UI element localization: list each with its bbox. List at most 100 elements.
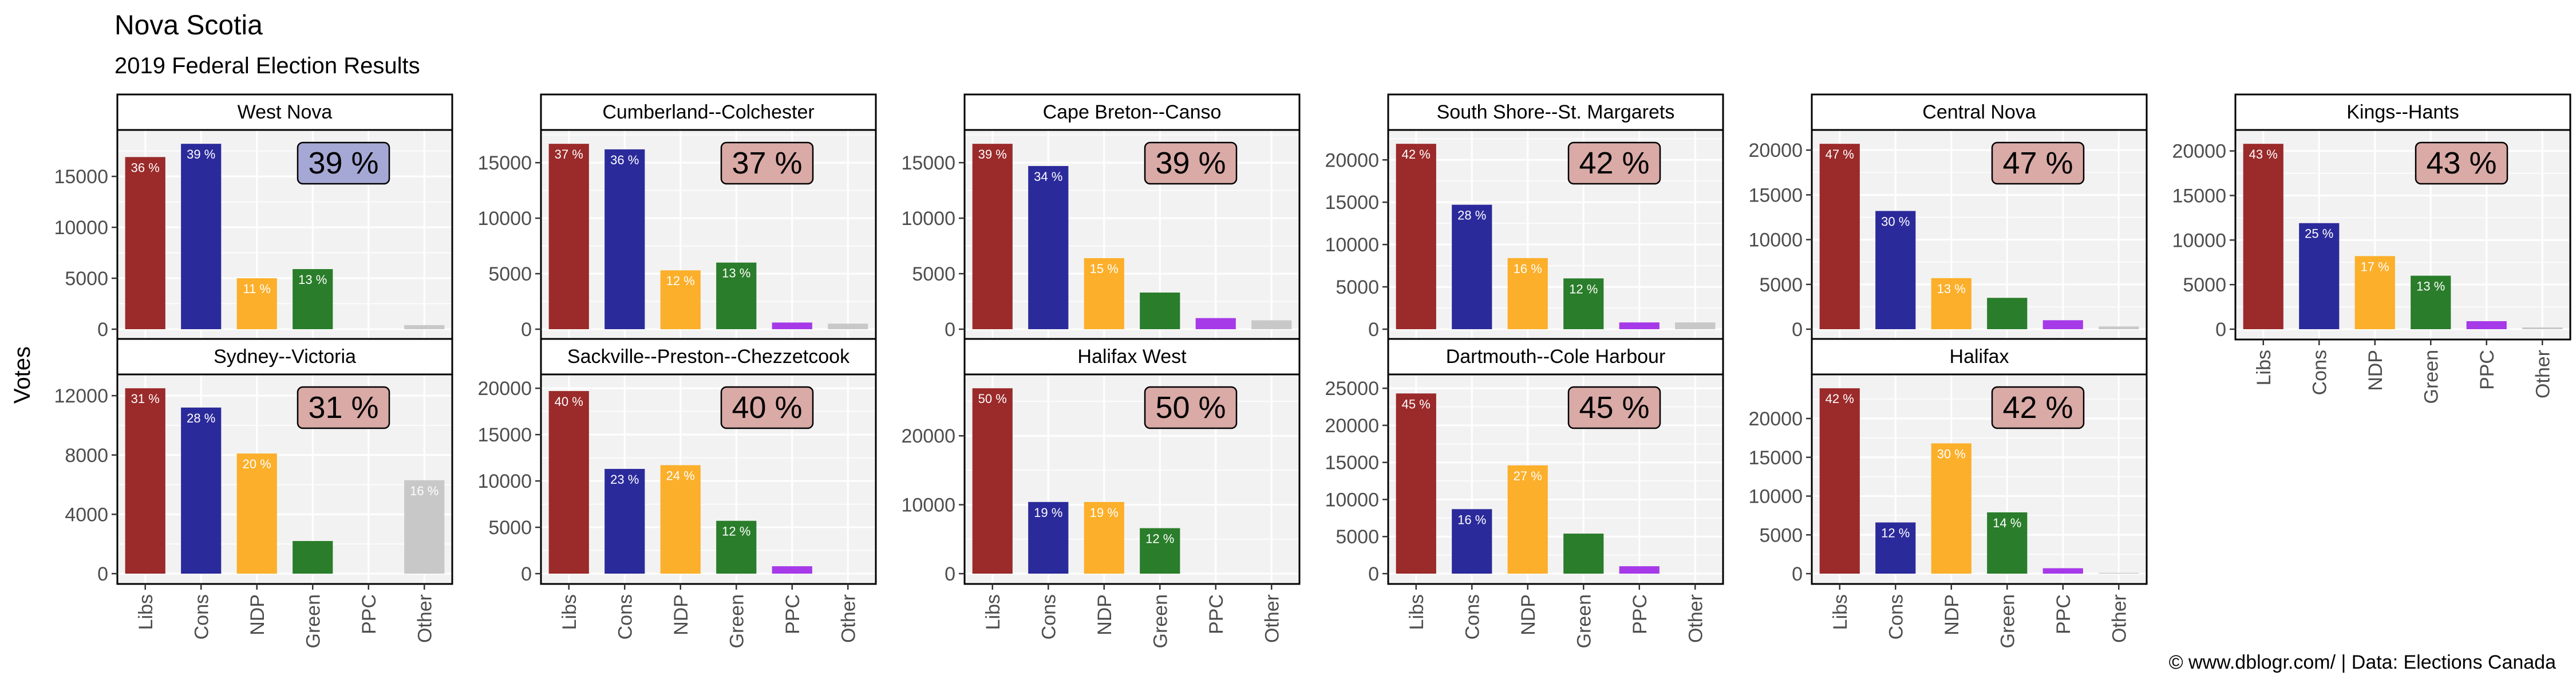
y-tick-label: 5000: [65, 268, 108, 290]
x-tick-label: PPC: [1629, 594, 1651, 634]
bar-data-label: 36 %: [610, 153, 639, 167]
chart-caption: © www.dblogr.com/ | Data: Elections Cana…: [2169, 652, 2557, 673]
x-tick-label: NDP: [1094, 594, 1116, 635]
y-tick-label: 0: [97, 563, 108, 585]
y-tick-label: 5000: [488, 263, 532, 285]
panel-background: [965, 374, 1299, 584]
bar-data-label: 30 %: [1881, 215, 1910, 229]
bar-cons: [1452, 204, 1492, 329]
bar-data-label: 50 %: [978, 392, 1007, 406]
y-tick-label: 15000: [1748, 447, 1803, 469]
panel-border: [1811, 373, 2148, 585]
bar-ppc: [1619, 566, 1660, 574]
facet-strip: [1387, 338, 1724, 376]
bar-ndp: [1931, 443, 1971, 574]
x-tick-label: PPC: [358, 594, 380, 634]
facet-panel: West Nova 36 % 39 % 11 % 13 % 39 % 0 5000 10000 1…: [54, 93, 453, 341]
bar-data-label: 45 %: [1402, 397, 1431, 411]
winner-pct-badge: [720, 386, 814, 429]
panel-border: [963, 373, 1301, 585]
x-tick-label: NDP: [2365, 350, 2387, 391]
bar-data-label: 28 %: [187, 411, 215, 425]
bar-ppc: [1195, 318, 1236, 329]
x-tick-label: NDP: [247, 594, 268, 635]
bar-cons: [1875, 211, 1916, 329]
bar-libs: [1396, 393, 1436, 574]
facet-strip-label: Dartmouth--Cole Harbour: [1446, 346, 1666, 368]
x-tick-label: Cons: [1461, 594, 1483, 639]
bar-libs: [972, 144, 1013, 329]
x-tick-label: NDP: [670, 594, 692, 635]
y-tick-label: 15000: [54, 166, 108, 188]
panel-background: [1388, 374, 1723, 584]
x-tick-label: Other: [2532, 350, 2554, 398]
winner-pct-label: 39 %: [1155, 146, 1226, 180]
facet-strip-label: West Nova: [238, 101, 333, 123]
facet-strip: [116, 93, 453, 131]
winner-pct-badge: [2415, 141, 2508, 185]
y-tick-label: 20000: [477, 378, 532, 400]
facet-strip-label: Kings--Hants: [2346, 101, 2459, 123]
x-tick-label: NDP: [1518, 594, 1539, 635]
y-tick-label: 10000: [1325, 234, 1379, 256]
winner-pct-badge: [1567, 141, 1661, 185]
y-tick-label: 8000: [65, 445, 108, 467]
x-tick-label: Other: [1261, 594, 1283, 643]
x-tick-label: Other: [2108, 594, 2130, 643]
bar-data-label: 19 %: [1090, 506, 1119, 520]
bar-data-label: 30 %: [1937, 447, 1966, 461]
bar-libs: [1819, 388, 1860, 574]
facet-strip-label: Cape Breton--Canso: [1043, 101, 1222, 123]
winner-pct-label: 40 %: [732, 390, 802, 425]
bar-green: [1987, 512, 2028, 574]
bar-data-label: 25 %: [2305, 227, 2333, 241]
panel-background: [2235, 130, 2570, 339]
winner-pct-label: 45 %: [1579, 390, 1649, 425]
bar-other: [828, 323, 868, 329]
bar-other: [404, 480, 445, 574]
bar-data-label: 14 %: [1993, 516, 2021, 530]
winner-pct-badge: [1144, 141, 1238, 185]
x-tick-label: Cons: [614, 594, 636, 639]
bar-ndp: [660, 270, 701, 329]
bar-data-label: 11 %: [243, 282, 271, 296]
y-tick-label: 15000: [477, 152, 532, 174]
y-tick-label: 15000: [901, 152, 955, 174]
facet-strip: [116, 338, 453, 376]
bar-data-label: 13 %: [298, 273, 327, 287]
y-tick-label: 15000: [2172, 185, 2226, 207]
facet-strip: [963, 93, 1301, 131]
winner-pct-label: 42 %: [2002, 390, 2073, 425]
bar-other: [2522, 327, 2563, 329]
x-tick-label: NDP: [1941, 594, 1963, 635]
facet-strip-label: South Shore--St. Margarets: [1437, 101, 1675, 123]
bar-cons: [181, 144, 222, 329]
bar-libs: [2243, 144, 2283, 329]
bar-data-label: 47 %: [1826, 147, 1854, 161]
x-tick-label: Green: [1997, 594, 2018, 649]
bar-data-label: 13 %: [2416, 279, 2445, 294]
facet-strip-label: Central Nova: [1922, 101, 2036, 123]
bar-ndp: [236, 278, 277, 329]
y-tick-label: 5000: [1759, 274, 1803, 296]
y-tick-label: 15000: [1325, 192, 1379, 214]
bar-ndp: [1507, 258, 1548, 329]
y-tick-label: 5000: [1336, 526, 1379, 548]
bar-data-label: 42 %: [1826, 392, 1854, 406]
y-tick-label: 25000: [1325, 378, 1379, 400]
y-tick-label: 20000: [1748, 140, 1803, 161]
facet-strip: [540, 338, 877, 376]
bar-other: [404, 325, 445, 329]
winner-pct-label: 31 %: [308, 390, 378, 425]
bar-data-label: 34 %: [1034, 169, 1062, 184]
bar-libs: [548, 391, 589, 574]
y-tick-label: 15000: [1325, 452, 1379, 474]
bar-data-label: 12 %: [1145, 532, 1174, 546]
y-tick-label: 5000: [488, 517, 532, 539]
panel-border: [1387, 373, 1724, 585]
x-tick-label: Cons: [1885, 594, 1907, 639]
facet-strip: [963, 338, 1301, 376]
y-tick-label: 5000: [1759, 524, 1803, 546]
y-tick-label: 10000: [1325, 489, 1379, 511]
facet-strip: [1387, 93, 1724, 131]
